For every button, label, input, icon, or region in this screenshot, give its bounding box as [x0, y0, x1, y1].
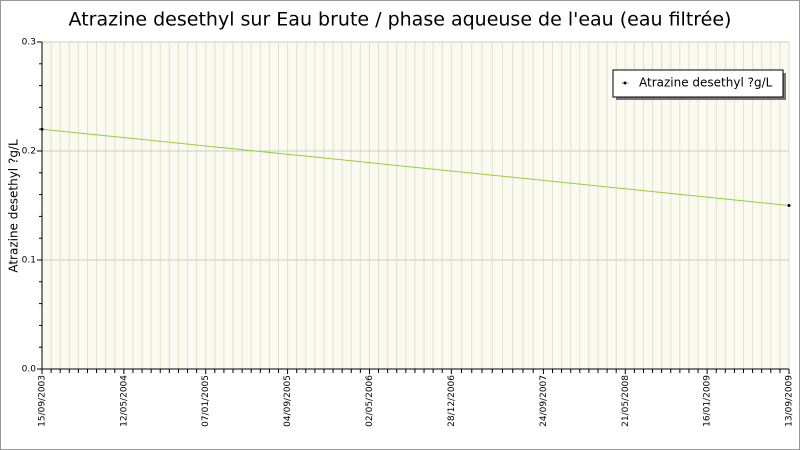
y-tick-label: 0.1	[22, 256, 36, 266]
x-tick-label: 21/05/2008	[621, 375, 631, 427]
x-tick-label: 07/01/2005	[201, 375, 211, 427]
x-tick-label: 16/01/2009	[703, 375, 713, 427]
x-tick-label: 12/05/2004	[119, 375, 129, 427]
point	[787, 204, 791, 207]
y-tick-label: 0.3	[22, 38, 36, 48]
legend-marker	[623, 81, 627, 85]
x-tick-label: 13/09/2009	[785, 375, 795, 427]
chart-title: Atrazine desethyl sur Eau brute / phase …	[69, 9, 732, 31]
x-tick-label: 04/09/2005	[283, 375, 293, 427]
x-tick-label: 02/05/2006	[365, 375, 375, 427]
point	[40, 127, 44, 131]
x-tick-label: 15/09/2003	[38, 375, 48, 427]
x-tick-label: 28/12/2006	[447, 375, 457, 427]
legend-box	[612, 69, 784, 98]
y-axis-label: Atrazine desethyl ?g/L	[7, 139, 21, 273]
x-tick-label: 24/09/2007	[539, 375, 549, 427]
y-tick-label: 0.0	[22, 365, 37, 375]
series-line	[41, 128, 790, 206]
legend-label: Atrazine desethyl ?g/L	[639, 76, 773, 90]
y-tick-label: 0.2	[22, 147, 36, 157]
